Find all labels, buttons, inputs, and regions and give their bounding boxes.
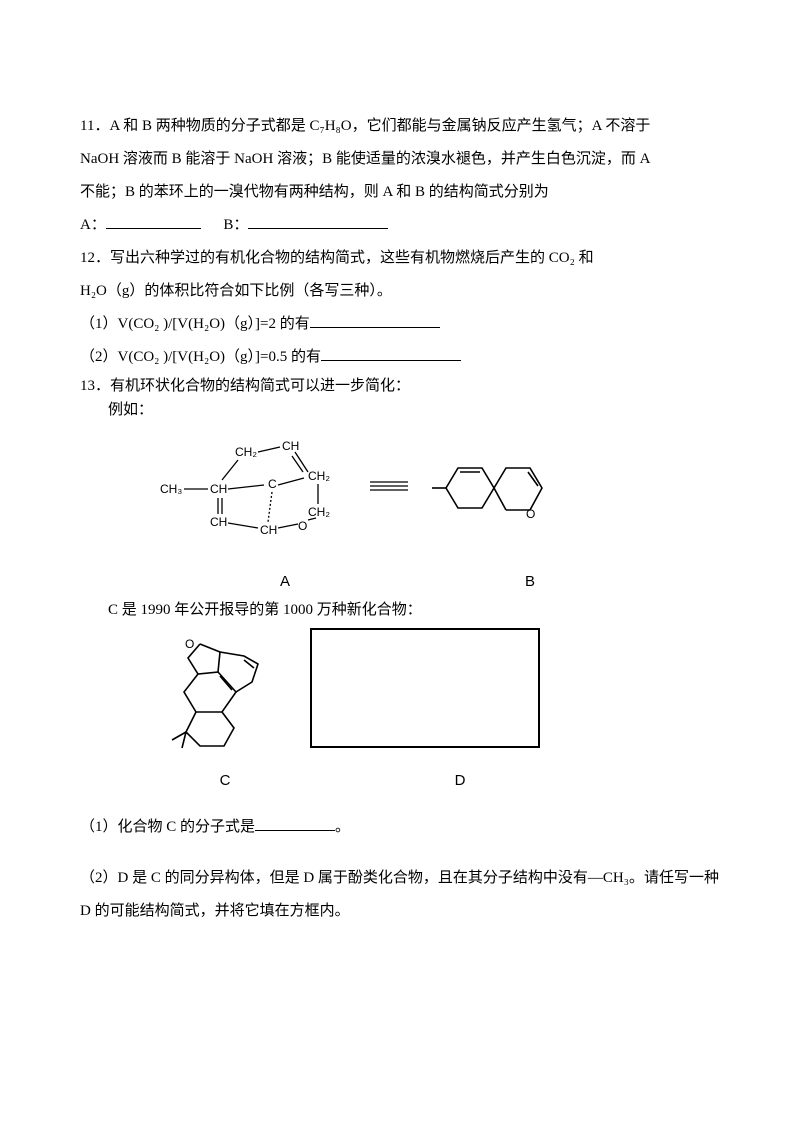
label-a: A xyxy=(200,565,370,598)
q13-fig-cd: O xyxy=(140,628,720,758)
ch2-label-2: CH₂ xyxy=(308,469,330,483)
q13-p1-text: （1）化合物 C 的分子式是 xyxy=(80,819,255,835)
q11-blank-b xyxy=(248,213,388,230)
q13-fig-ab: CH₃ CH CH₂ CH C CH₂ CH₂ CH xyxy=(140,428,720,561)
ch-label-4: CH xyxy=(260,523,277,537)
d-answer-box xyxy=(310,628,540,748)
q13-blank1 xyxy=(255,815,335,832)
q13-part2: （2）D 是 C 的同分异构体，但是 D 属于酚类化合物，且在其分子结构中没有—… xyxy=(80,862,720,928)
o-label: O xyxy=(298,519,307,533)
q12-line1: 12．写出六种学过的有机化合物的结构简式，这些有机物燃烧后产生的 CO₂ 和 xyxy=(80,242,720,275)
q13-part1: （1）化合物 C 的分子式是 。 xyxy=(80,811,720,844)
q12-part1: （1）V(CO₂ )/[V(H₂O)（g）]=2 的有 xyxy=(80,308,720,341)
q13-example: 例如： xyxy=(80,398,720,422)
ch-label-1: CH xyxy=(210,482,227,496)
q13-labels-ab: A B xyxy=(140,565,720,598)
q11-answers: A： B： xyxy=(80,209,720,242)
q11-line3: 不能；B 的苯环上的一溴代物有两种结构，则 A 和 B 的结构简式分别为 xyxy=(80,176,720,209)
ch2-label-3: CH₂ xyxy=(308,505,330,519)
q13-line1: 13．有机环状化合物的结构简式可以进一步简化： xyxy=(80,374,720,398)
q13-p1-end: 。 xyxy=(335,819,350,835)
q13-labels-cd: C D xyxy=(140,764,720,797)
ch3-label: CH₃ xyxy=(160,482,182,496)
q12-p2-text: （2）V(CO₂ )/[V(H₂O)（g）]=0.5 的有 xyxy=(80,349,321,365)
q11-a-label: A： xyxy=(80,217,106,233)
q12-line2: H₂O（g）的体积比符合如下比例（各写三种）。 xyxy=(80,275,720,308)
label-d: D xyxy=(380,764,540,797)
q11-b-label: B： xyxy=(223,217,248,233)
q11-line1: 11．A 和 B 两种物质的分子式都是 C₇H₈O，它们都能与金属钠反应产生氢气… xyxy=(80,110,720,143)
q12-blank2 xyxy=(321,345,461,362)
q11-line2: NaOH 溶液而 B 能溶于 NaOH 溶液；B 能使适量的浓溴水褪色，并产生白… xyxy=(80,143,720,176)
ch-label-2: CH xyxy=(282,439,299,453)
q12-blank1 xyxy=(310,312,440,329)
q12-p1-text: （1）V(CO₂ )/[V(H₂O)（g）]=2 的有 xyxy=(80,316,310,332)
c-label: C xyxy=(268,477,277,491)
o-label-c: O xyxy=(185,637,194,651)
svg-text:O: O xyxy=(526,507,535,521)
q12-part2: （2）V(CO₂ )/[V(H₂O)（g）]=0.5 的有 xyxy=(80,341,720,374)
ch-label-3: CH xyxy=(210,515,227,529)
q13-line2: C 是 1990 年公开报导的第 1000 万种新化合物： xyxy=(80,598,720,622)
label-b: B xyxy=(470,565,590,598)
ch2-label-1: CH₂ xyxy=(235,445,257,459)
q11-blank-a xyxy=(106,213,201,230)
struct-c: O xyxy=(140,628,280,758)
label-c: C xyxy=(170,764,280,797)
